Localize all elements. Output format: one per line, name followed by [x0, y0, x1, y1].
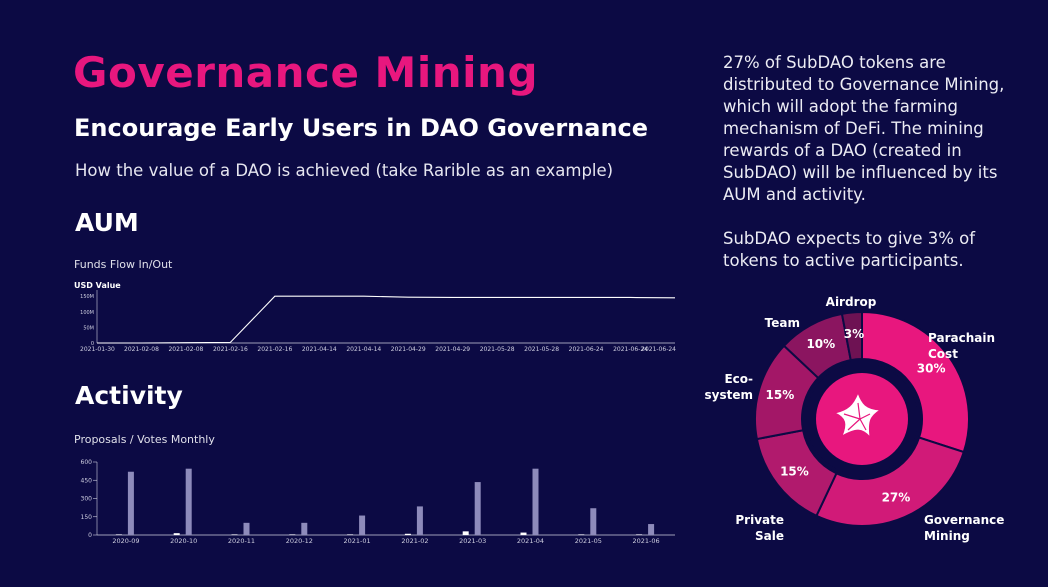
activity-heading: Activity — [75, 381, 183, 410]
activity-bar-votes — [127, 471, 134, 535]
aum-x-tick-label: 2021-02-08 — [124, 346, 159, 353]
activity-bar-proposals — [173, 533, 180, 535]
activity-y-tick-label: 450 — [81, 477, 93, 484]
aum-chart-title: Funds Flow In/Out — [74, 258, 173, 271]
aum-y-tick-label: 150M — [80, 294, 94, 300]
page-subtitle: Encourage Early Users in DAO Governance — [74, 114, 649, 142]
activity-chart-title: Proposals / Votes Monthly — [74, 433, 215, 446]
aum-x-tick-label: 2021-06-24 — [613, 346, 648, 353]
aum-x-tick-label: 2021-04-14 — [346, 346, 381, 353]
aum-x-tick-label: 2021-05-28 — [524, 346, 559, 353]
activity-bar-proposals — [231, 534, 238, 535]
aum-x-tick-label: 2021-06-24 — [569, 346, 604, 353]
activity-x-tick-label: 2021-06 — [633, 537, 660, 545]
activity-y-tick-label: 150 — [81, 514, 93, 521]
description-paragraph-1: 27% of SubDAO tokens are distributed to … — [723, 53, 1005, 204]
activity-x-tick-label: 2021-04 — [517, 537, 544, 545]
aum-y-axis-label: USD Value — [74, 281, 121, 290]
aum-x-tick-label: 2021-02-16 — [213, 346, 248, 353]
donut-category-label: Parachain Cost — [928, 331, 995, 361]
activity-bar-votes — [590, 508, 597, 535]
activity-y-tick-label: 0 — [88, 532, 92, 539]
activity-x-tick-label: 2020-09 — [112, 537, 139, 545]
activity-bar-votes — [359, 515, 366, 535]
donut-category-label: Governance Mining — [924, 513, 1004, 543]
donut-value-label: 15% — [766, 388, 795, 402]
donut-category-label: Private Sale — [735, 513, 784, 543]
donut-value-label: 3% — [844, 327, 864, 341]
donut-value-label: 27% — [882, 490, 911, 504]
aum-series-line — [97, 295, 676, 344]
activity-bar-votes — [243, 522, 250, 535]
page-title: Governance Mining — [73, 48, 539, 97]
donut-value-label: 15% — [780, 464, 809, 478]
aum-x-tick-label: 2021-04-14 — [302, 346, 337, 353]
aum-y-tick-label: 0 — [91, 341, 94, 347]
aum-x-tick-label: 2021-01-30 — [80, 346, 115, 353]
activity-bar-proposals — [578, 534, 585, 535]
aum-x-tick-label: 2021-02-08 — [168, 346, 203, 353]
aum-heading: AUM — [75, 208, 139, 237]
aum-y-tick-label: 100M — [80, 310, 94, 316]
donut-value-label: 30% — [917, 362, 946, 376]
donut-value-label: 10% — [806, 337, 835, 351]
activity-bar-proposals — [636, 534, 643, 535]
aum-x-tick-label: 2021-02-16 — [257, 346, 292, 353]
starfish-icon — [833, 391, 882, 439]
donut-category-label: Airdrop — [826, 295, 877, 309]
activity-bar-votes — [474, 482, 481, 535]
description-text: 27% of SubDAO tokens are distributed to … — [723, 52, 1023, 272]
activity-x-tick-label: 2020-11 — [228, 537, 255, 545]
activity-bar-proposals — [462, 531, 469, 535]
donut-category-label: Team — [765, 316, 800, 330]
activity-bar-votes — [532, 468, 539, 535]
activity-x-tick-label: 2021-02 — [401, 537, 428, 545]
donut-slice — [861, 310, 970, 454]
donut-slice — [815, 436, 966, 527]
activity-x-tick-label: 2021-03 — [459, 537, 486, 545]
activity-bar-votes — [648, 524, 655, 535]
activity-bar-proposals — [347, 534, 354, 535]
activity-x-tick-label: 2021-01 — [344, 537, 371, 545]
description-paragraph-2: SubDAO expects to give 3% of tokens to a… — [723, 229, 976, 270]
activity-x-tick-label: 2020-10 — [170, 537, 197, 545]
aum-x-tick-label: 2021-05-28 — [480, 346, 515, 353]
activity-bar-votes — [301, 522, 308, 535]
donut-category-label: Eco-system — [705, 372, 754, 402]
page-caption: How the value of a DAO is achieved (take… — [75, 161, 614, 180]
aum-x-tick-label: 2021-04-29 — [391, 346, 426, 353]
activity-x-tick-label: 2021-05 — [575, 537, 602, 545]
activity-bar-proposals — [404, 533, 411, 535]
aum-x-tick-label: 2021-06-24 — [641, 346, 676, 353]
activity-bar-votes — [185, 468, 192, 535]
activity-bar-votes — [416, 506, 423, 535]
donut-slice — [840, 310, 863, 362]
activity-bar-proposals — [520, 532, 527, 535]
activity-bar-proposals — [289, 534, 296, 535]
aum-y-tick-label: 50M — [83, 325, 94, 331]
activity-y-tick-label: 300 — [81, 496, 93, 503]
aum-x-tick-label: 2021-04-29 — [435, 346, 470, 353]
activity-y-tick-label: 600 — [81, 459, 93, 466]
activity-bar-proposals — [115, 534, 122, 535]
activity-x-tick-label: 2020-12 — [286, 537, 313, 545]
